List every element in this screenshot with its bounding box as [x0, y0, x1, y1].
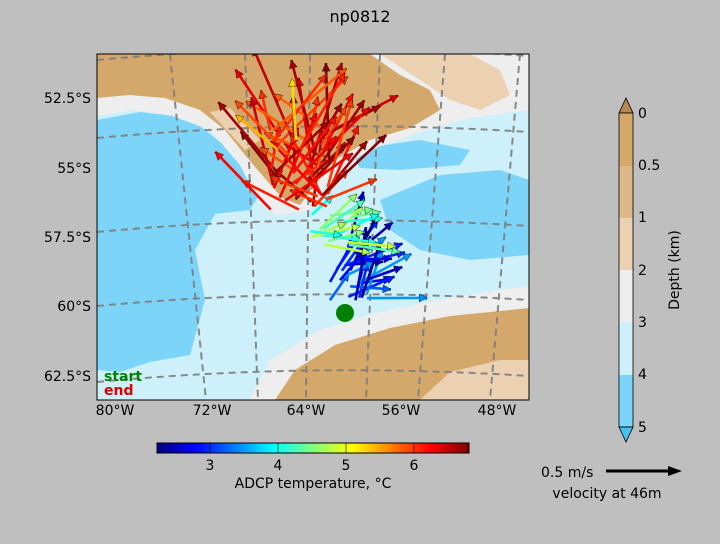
end-label: end [104, 383, 133, 399]
temperature-colorbar: 3 4 5 6 ADCP temperature, °C [157, 443, 469, 492]
depth-tick: 1 [638, 210, 647, 226]
depth-band-3 [619, 270, 633, 322]
lon-tick: 80°W [96, 403, 135, 419]
depth-band-5 [619, 375, 633, 427]
lon-tick: 64°W [287, 403, 326, 419]
velocity-key-label: 0.5 m/s [541, 465, 593, 481]
lat-tick-labels: 52.5°S 55°S 57.5°S 60°S 62.5°S [44, 91, 91, 385]
lat-tick: 60°S [57, 299, 91, 315]
lon-tick: 48°W [478, 403, 517, 419]
depth-tick: 4 [638, 367, 647, 383]
temperature-tick: 5 [342, 458, 351, 474]
temperature-colorbar-ramp [157, 443, 469, 453]
velocity-key-sublabel: velocity at 46m [552, 486, 661, 502]
temperature-tick: 4 [274, 458, 283, 474]
depth-band-2 [619, 218, 633, 270]
depth-colorbar-ticks: 0 0.5 1 2 3 4 5 [638, 106, 660, 436]
depth-tick: 0.5 [638, 158, 660, 174]
temperature-colorbar-ticks: 3 4 5 6 [206, 458, 419, 474]
depth-tick: 0 [638, 106, 647, 122]
depth-band-4 [619, 322, 633, 375]
lat-tick: 57.5°S [44, 230, 91, 246]
chart-title: np0812 [329, 7, 390, 26]
lat-tick: 62.5°S [44, 369, 91, 385]
lat-tick: 52.5°S [44, 91, 91, 107]
depth-tick: 3 [638, 315, 647, 331]
start-marker [336, 304, 354, 322]
map-panel: start end 52.5°S 55°S 57.5°S 60°S 62.5°S… [44, 48, 529, 419]
depth-tick: 5 [638, 420, 647, 436]
lat-tick: 55°S [57, 161, 91, 177]
velocity-key: 0.5 m/s velocity at 46m [541, 465, 682, 502]
temperature-tick: 3 [206, 458, 215, 474]
velocity-key-arrow-head [668, 466, 682, 476]
depth-colorbar-extend-bottom [619, 427, 633, 442]
temperature-tick: 6 [410, 458, 419, 474]
depth-band-0 [619, 113, 633, 166]
lon-tick-labels: 80°W 72°W 64°W 56°W 48°W [96, 403, 517, 419]
lon-tick: 72°W [193, 403, 232, 419]
lon-tick: 56°W [382, 403, 421, 419]
temperature-colorbar-label: ADCP temperature, °C [235, 476, 392, 492]
depth-colorbar-extend-top [619, 98, 633, 113]
depth-tick: 2 [638, 263, 647, 279]
depth-band-1 [619, 166, 633, 218]
depth-colorbar: 0 0.5 1 2 3 4 5 Depth (km) [619, 98, 683, 442]
depth-colorbar-label: Depth (km) [667, 230, 683, 310]
